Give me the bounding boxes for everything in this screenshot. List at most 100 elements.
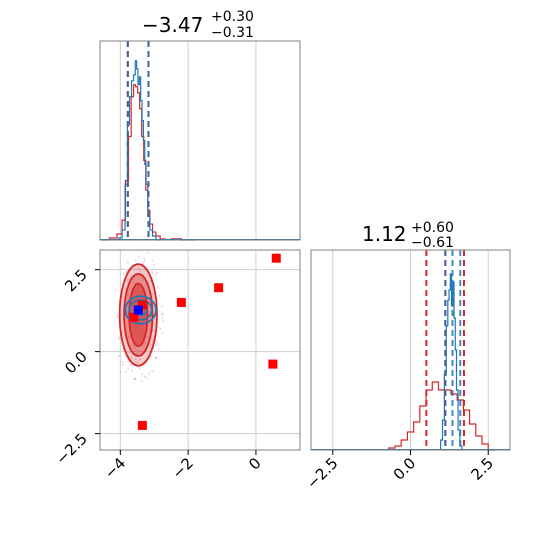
contour-blue-level-0 xyxy=(124,295,157,325)
scatter-ytick-label-2: 2.5 xyxy=(61,266,91,296)
sample-dot xyxy=(151,259,154,262)
sample-dot xyxy=(138,267,141,270)
sample-dot xyxy=(138,366,141,369)
sample-dot xyxy=(154,274,157,277)
sample-dot xyxy=(128,278,131,281)
sample-dot xyxy=(124,287,127,290)
sample-dot xyxy=(142,344,145,347)
sample-dot xyxy=(141,277,144,280)
param2-xtick-label-2: 2.5 xyxy=(467,454,497,484)
sample-dot xyxy=(125,270,128,273)
sample-dot xyxy=(155,340,158,343)
title-param1-plus: +0.30 xyxy=(211,9,254,25)
sample-dot xyxy=(117,354,120,357)
sample-dot xyxy=(134,377,137,380)
sample-dot xyxy=(121,363,124,366)
panel-scatter-2d: −4 −2 0 −2.5 0.0 2.5 xyxy=(52,249,301,482)
sample-dot xyxy=(154,344,157,347)
sample-dot xyxy=(138,270,141,273)
marker-red-square-3 xyxy=(176,297,186,307)
sample-dot xyxy=(147,328,150,331)
marker-red-square-5 xyxy=(268,359,278,369)
sample-dot xyxy=(161,316,164,319)
sample-dot xyxy=(161,312,164,315)
sample-dot xyxy=(146,336,149,339)
sample-dot xyxy=(127,367,130,370)
sample-dot xyxy=(130,356,133,359)
sample-dot xyxy=(117,337,120,340)
sample-dot xyxy=(126,280,129,283)
sample-dot xyxy=(134,357,137,360)
sample-dot xyxy=(132,344,135,347)
sample-dot xyxy=(151,370,154,373)
scatter-ytick-label-1: 0.0 xyxy=(61,348,91,378)
param2-xtick-label-1: 0.0 xyxy=(390,454,420,484)
title-param1-value: −3.47 xyxy=(142,13,203,37)
sample-dot xyxy=(134,347,137,350)
marker-red-square-6 xyxy=(271,253,281,263)
sample-dot xyxy=(147,372,150,375)
marker-red-square-0 xyxy=(129,312,139,322)
sample-dot xyxy=(138,349,141,352)
panel-histogram-param2: −2.5 0.0 2.5 xyxy=(303,249,511,493)
sample-dot xyxy=(149,343,152,346)
sample-dot xyxy=(142,262,145,265)
sample-dot xyxy=(152,329,155,332)
scatter-ytick-label-0: −2.5 xyxy=(52,430,90,468)
sample-dot xyxy=(158,294,161,297)
sample-dot xyxy=(129,364,132,367)
sample-dot xyxy=(124,370,127,373)
panel-histogram-param1 xyxy=(99,40,301,241)
scatter-xtick-label-2: 0 xyxy=(245,454,264,473)
param2-xtick-label-0: −2.5 xyxy=(303,454,341,492)
title-param2-plus: +0.60 xyxy=(411,220,454,236)
sample-dot xyxy=(155,271,158,274)
marker-red-square-4 xyxy=(214,283,224,293)
sample-dot xyxy=(157,342,160,345)
sample-dot xyxy=(136,361,139,364)
scatter-frame xyxy=(99,249,301,451)
sample-dot xyxy=(146,251,149,254)
sample-dot xyxy=(134,259,137,262)
sample-dot xyxy=(146,377,149,380)
sample-dot xyxy=(160,305,163,308)
sample-dot xyxy=(159,328,162,331)
param2-hist-series-red xyxy=(388,381,495,451)
sample-dot xyxy=(137,255,140,258)
sample-dot xyxy=(116,315,119,318)
sample-dot xyxy=(157,286,160,289)
contour-blue-level-1 xyxy=(128,299,153,321)
scatter-xtick-label-1: −2 xyxy=(169,454,197,482)
sample-dot xyxy=(161,331,164,334)
marker-red-square-2 xyxy=(137,420,147,430)
sample-dot xyxy=(128,351,131,354)
sample-dot xyxy=(126,310,129,313)
scatter-xtick-label-0: −4 xyxy=(101,454,129,482)
sample-dot xyxy=(143,375,146,378)
sample-dot xyxy=(130,369,133,372)
scatter-plot-area xyxy=(100,250,300,450)
sample-dot xyxy=(140,380,143,383)
sample-dot xyxy=(115,289,118,292)
sample-dot xyxy=(127,360,130,363)
sample-dot xyxy=(128,336,131,339)
sample-dot xyxy=(121,361,124,364)
marker-blue-square-0 xyxy=(133,305,143,315)
title-param2-value: 1.12 xyxy=(362,222,407,246)
sample-dot xyxy=(154,356,157,359)
sample-dot xyxy=(162,320,165,323)
sample-dot xyxy=(150,355,153,358)
sample-dot xyxy=(151,339,154,342)
sample-dot xyxy=(120,267,123,270)
param2-hist-series-blue xyxy=(440,273,463,450)
sample-dot xyxy=(122,272,125,275)
param1-hist-frame xyxy=(99,40,301,241)
sample-dot xyxy=(126,261,129,264)
sample-dot xyxy=(143,260,146,263)
sample-dot xyxy=(143,258,146,261)
sample-dot xyxy=(141,372,144,375)
sample-dot xyxy=(134,281,137,284)
sample-dot xyxy=(152,263,155,266)
title-param2-minus: −0.61 xyxy=(411,235,454,251)
